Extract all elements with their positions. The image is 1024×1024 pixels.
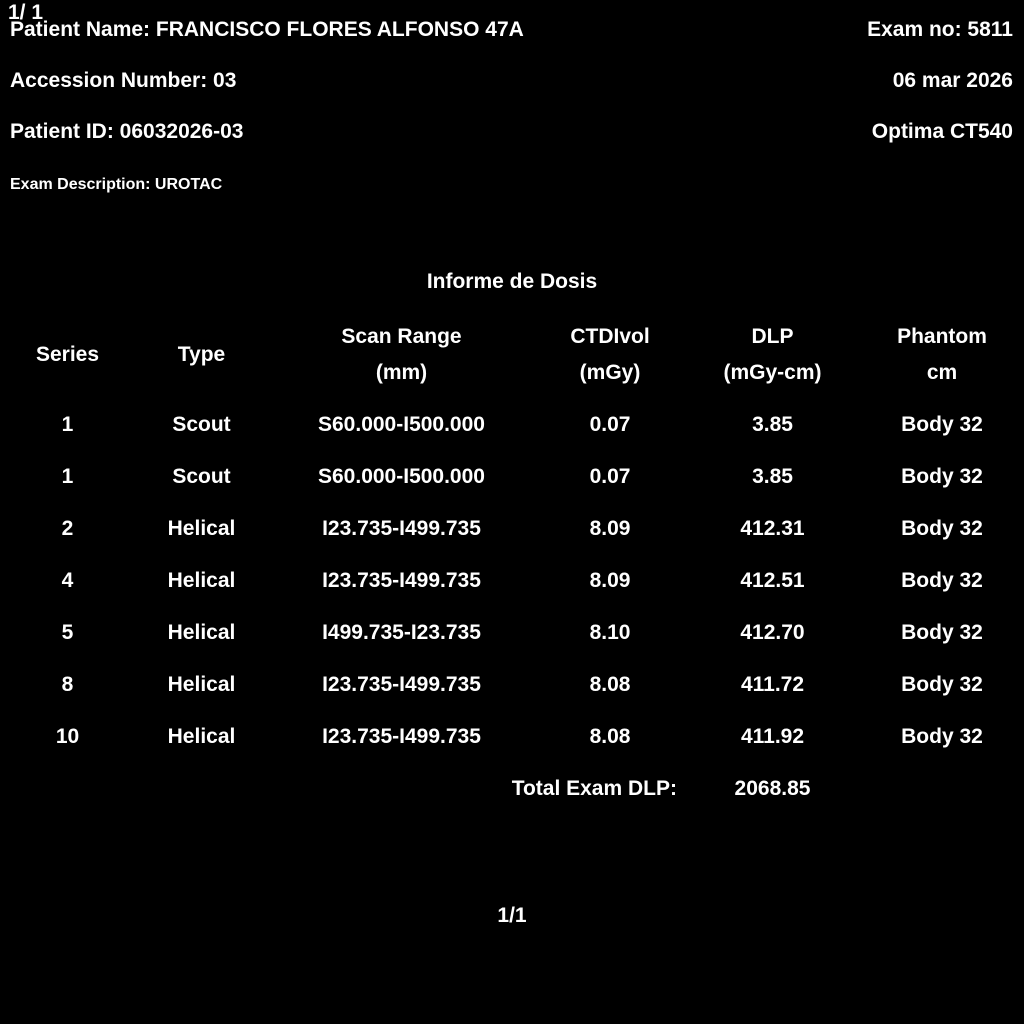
header-row-1: Patient Name: FRANCISCO FLORES ALFONSO 4… (10, 17, 1013, 43)
scan-range-cell: I23.735-I499.735 (322, 517, 481, 540)
dlp-cell: 412.70 (740, 621, 805, 644)
header-row-3: Patient ID: 06032026-03 Optima CT540 (10, 119, 1013, 145)
scan-range-cell: S60.000-I500.000 (318, 413, 485, 436)
exam-number-text: Exam no: 5811 (867, 18, 1013, 41)
table-row: 1 Scout S60.000-I500.000 0.07 3.85 Body … (0, 451, 1024, 503)
table-row: 5 Helical I499.735-I23.735 8.10 412.70 B… (0, 607, 1024, 659)
scan-range-cell: I23.735-I499.735 (322, 569, 481, 592)
type-cell: Helical (167, 725, 236, 748)
accession-number-text: Accession Number: 03 (10, 69, 237, 92)
dlp-cell: 411.92 (740, 725, 805, 748)
table-row: 10 Helical I23.735-I499.735 8.08 411.92 … (0, 711, 1024, 763)
phantom-cell: Body 32 (901, 517, 983, 540)
phantom-cell: Body 32 (901, 465, 983, 488)
type-cell: Helical (167, 673, 236, 696)
scanner-model-text: Optima CT540 (871, 120, 1013, 143)
dose-table-header-row: Series Type Scan Range (mm) CTDIvol (mGy… (0, 319, 1024, 391)
header-row-4: Exam Description: UROTAC (10, 172, 1013, 198)
type-cell: Helical (167, 569, 236, 592)
scan-range-cell: I23.735-I499.735 (322, 673, 481, 696)
patient-name-text: Patient Name: FRANCISCO FLORES ALFONSO 4… (10, 18, 524, 41)
column-header-dlp: DLP (mGy-cm) (723, 325, 822, 384)
ctdivol-cell: 8.10 (589, 621, 631, 644)
phantom-cell: Body 32 (901, 621, 983, 644)
scan-range-cell: S60.000-I500.000 (318, 465, 485, 488)
phantom-cell: Body 32 (901, 673, 983, 696)
patient-id-text: Patient ID: 06032026-03 (10, 120, 244, 143)
column-header-ctdivol: CTDIvol (mGy) (570, 325, 650, 384)
dlp-cell: 3.85 (752, 465, 793, 488)
dlp-cell: 411.72 (740, 673, 805, 696)
dlp-cell: 3.85 (752, 413, 793, 436)
phantom-cell: Body 32 (901, 569, 983, 592)
dlp-cell: 412.31 (740, 517, 805, 540)
exam-date-text: 06 mar 2026 (892, 69, 1013, 92)
series-cell: 10 (55, 725, 80, 748)
table-row: 2 Helical I23.735-I499.735 8.09 412.31 B… (0, 503, 1024, 555)
series-cell: 5 (61, 621, 74, 644)
column-header-scan-range: Scan Range (mm) (341, 325, 462, 384)
ctdivol-cell: 8.09 (589, 569, 631, 592)
series-cell: 2 (61, 517, 74, 540)
scan-range-cell: I23.735-I499.735 (322, 725, 481, 748)
series-cell: 4 (61, 569, 74, 592)
series-cell: 8 (61, 673, 74, 696)
header-row-2: Accession Number: 03 06 mar 2026 (10, 68, 1013, 94)
table-row: 4 Helical I23.735-I499.735 8.09 412.51 B… (0, 555, 1024, 607)
total-exam-dlp-value: 2068.85 (734, 777, 811, 800)
ctdivol-cell: 0.07 (589, 413, 631, 436)
scan-range-cell: I499.735-I23.735 (322, 621, 481, 644)
exam-description-text: Exam Description: UROTAC (10, 176, 223, 193)
ctdivol-cell: 8.09 (589, 517, 631, 540)
page-number: 1/1 (497, 904, 527, 927)
ctdivol-cell: 8.08 (589, 673, 631, 696)
phantom-cell: Body 32 (901, 413, 983, 436)
ctdivol-cell: 0.07 (589, 465, 631, 488)
dlp-cell: 412.51 (740, 569, 805, 592)
table-row: 1 Scout S60.000-I500.000 0.07 3.85 Body … (0, 399, 1024, 451)
column-header-type: Type (177, 343, 226, 366)
type-cell: Helical (167, 517, 236, 540)
page-counter-overlay: 1/ 1 (8, 1, 44, 24)
column-header-series: Series (35, 343, 100, 366)
type-cell: Scout (172, 465, 231, 488)
series-cell: 1 (61, 413, 74, 436)
phantom-cell: Body 32 (901, 725, 983, 748)
series-cell: 1 (61, 465, 74, 488)
report-title: Informe de Dosis (426, 270, 598, 293)
dose-table: Series Type Scan Range (mm) CTDIvol (mGy… (0, 319, 1024, 815)
total-exam-dlp-label: Total Exam DLP: (511, 777, 677, 800)
total-exam-dlp-row: Total Exam DLP: 2068.85 (0, 763, 1024, 815)
ctdivol-cell: 8.08 (589, 725, 631, 748)
table-row: 8 Helical I23.735-I499.735 8.08 411.72 B… (0, 659, 1024, 711)
type-cell: Scout (172, 413, 231, 436)
column-header-phantom: Phantom cm (897, 325, 987, 384)
type-cell: Helical (167, 621, 236, 644)
